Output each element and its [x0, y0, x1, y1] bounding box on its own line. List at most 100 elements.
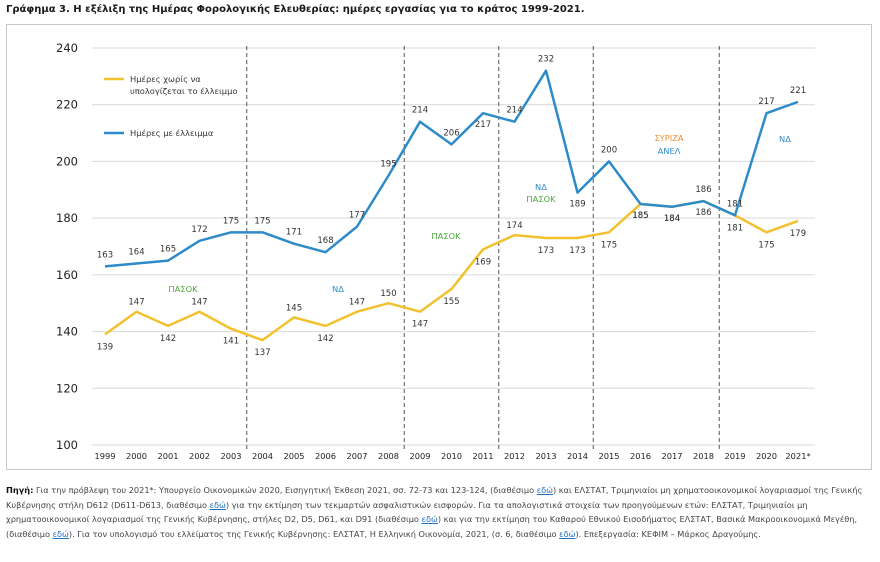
label-no-deficit-2010: 155: [443, 297, 459, 307]
label-no-deficit-2002: 147: [191, 298, 207, 308]
label-deficit-2013: 232: [538, 55, 554, 65]
label-deficit-2016: 185: [632, 211, 648, 221]
x-tick-2012: 2012: [504, 451, 525, 461]
period-label-3: ΝΔ: [535, 182, 547, 192]
label-deficit-2006: 168: [317, 236, 333, 246]
x-tick-2016: 2016: [630, 451, 651, 461]
x-tick-2008: 2008: [378, 451, 399, 461]
line-chart: 100 120 140 160 180 200 220 240 1999 2000 2001 200…: [56, 41, 815, 461]
label-deficit-2002: 172: [191, 225, 207, 235]
source-text-3: ) για την εκτίμηση των τεκμαρτών ασφαλισ…: [6, 499, 808, 525]
label-no-deficit-2012: 174: [506, 221, 522, 231]
period-labels: ΠΑΣΟΚ ΝΔ ΠΑΣΟΚ ΝΔ ΠΑΣΟΚ ΣΥΡΙΖΑ ΑΝΕΛ ΝΔ: [168, 133, 791, 294]
x-tick-2021: 2021*: [785, 451, 810, 461]
label-deficit-2010: 206: [443, 128, 459, 138]
label-no-deficit-2006: 142: [317, 334, 333, 344]
label-deficit-2011: 217: [475, 120, 491, 130]
legend-label-no-deficit-line2: υπολογίζεται το έλλειμμο: [130, 86, 237, 96]
x-tick-2011: 2011: [472, 451, 493, 461]
label-no-deficit-2016: 185: [632, 211, 648, 221]
period-label-2: ΠΑΣΟΚ: [431, 231, 461, 241]
x-tick-2010: 2010: [441, 451, 462, 461]
source-link-5[interactable]: εδώ: [559, 528, 576, 539]
gridlines: [92, 47, 815, 446]
x-tick-2004: 2004: [252, 451, 273, 461]
label-no-deficit-2014: 173: [569, 246, 585, 256]
source-note: Πηγή: Για την πρόβλεψη του 2021*: Υπουργ…: [6, 483, 874, 541]
label-deficit-2008: 195: [380, 160, 396, 170]
label-deficit-2009: 214: [412, 106, 428, 116]
period-label-1: ΝΔ: [332, 284, 344, 294]
period-dividers: [246, 46, 720, 452]
x-tick-2013: 2013: [535, 451, 556, 461]
period-label-7: ΝΔ: [779, 134, 791, 144]
label-deficit-2003: 175: [223, 216, 239, 226]
x-tick-2014: 2014: [567, 451, 588, 461]
x-tick-2005: 2005: [283, 451, 304, 461]
y-tick-200: 200: [56, 154, 78, 168]
label-no-deficit-2017: 184: [664, 214, 680, 224]
y-tick-180: 180: [56, 211, 78, 225]
source-link-2[interactable]: εδώ: [209, 499, 226, 510]
x-tick-1999: 1999: [94, 451, 115, 461]
source-text-6: ). Επεξεργασία: ΚΕΦΙΜ – Μάρκος Δραγούμης…: [575, 528, 761, 539]
source-text-4: ) και για την εκτίμηση του Καθαρού Εθνικ…: [6, 514, 858, 539]
x-tick-2003: 2003: [220, 451, 241, 461]
series-line-no-deficit: [104, 199, 799, 342]
series-lines: [104, 69, 799, 342]
label-deficit-2012: 214: [506, 106, 522, 116]
y-tick-220: 220: [56, 98, 78, 112]
label-no-deficit-2019: 181: [727, 223, 743, 233]
x-axis: 1999 2000 2001 2002 2003 2004 2005 2006 2007 2008…: [94, 451, 810, 461]
period-label-5: ΣΥΡΙΖΑ: [654, 133, 683, 143]
source-text-2: ) και ΕΛΣΤΑΤ, Τριμηνιαίοι μη χρηματοοικο…: [6, 485, 863, 510]
label-deficit-2020: 217: [758, 97, 774, 107]
label-deficit-1999: 163: [97, 250, 113, 260]
label-deficit-2021: 221: [790, 86, 806, 96]
y-tick-160: 160: [56, 268, 78, 282]
label-deficit-2017: 184: [664, 214, 680, 224]
x-tick-2018: 2018: [693, 451, 714, 461]
y-tick-140: 140: [56, 325, 78, 339]
x-tick-2019: 2019: [724, 451, 745, 461]
label-deficit-2007: 177: [349, 211, 365, 221]
x-tick-2020: 2020: [756, 451, 777, 461]
label-deficit-2015: 200: [601, 145, 617, 155]
source-text-1: Για την πρόβλεψη του 2021*: Υπουργείο Οι…: [33, 485, 537, 495]
legend-label-no-deficit-line1: Ημέρες χωρίς να: [130, 74, 201, 84]
label-no-deficit-2000: 147: [128, 298, 144, 308]
label-no-deficit-2021: 179: [790, 229, 806, 239]
source-link-3[interactable]: εδώ: [421, 514, 438, 524]
label-no-deficit-1999: 139: [97, 342, 113, 352]
chart-frame: [6, 24, 872, 470]
label-deficit-2005: 171: [286, 228, 302, 238]
x-tick-2015: 2015: [598, 451, 619, 461]
source-link-4[interactable]: εδώ: [52, 528, 69, 539]
legend: Ημέρες χωρίς να υπολογίζεται το έλλειμμο…: [104, 74, 237, 138]
label-deficit-2019: 181: [727, 199, 743, 209]
x-tick-2017: 2017: [661, 451, 682, 461]
label-deficit-2014: 189: [569, 200, 585, 210]
label-no-deficit-2020: 175: [758, 240, 774, 250]
label-deficit-2001: 165: [160, 245, 176, 255]
data-labels: 163 164 165 172 175 175 171 168 177 195 214 206 217 2…: [97, 55, 806, 358]
y-axis: 100 120 140 160 180 200 220 240: [56, 41, 78, 452]
label-deficit-2000: 164: [128, 248, 144, 258]
period-label-0: ΠΑΣΟΚ: [168, 284, 198, 294]
source-link-1[interactable]: εδώ: [536, 485, 553, 495]
series-line-deficit: [104, 69, 799, 268]
x-tick-2007: 2007: [346, 451, 367, 461]
label-no-deficit-2004: 137: [254, 348, 270, 358]
y-tick-100: 100: [56, 438, 78, 452]
x-tick-2009: 2009: [409, 451, 430, 461]
label-deficit-2004: 175: [254, 216, 270, 226]
label-no-deficit-2008: 150: [380, 289, 396, 299]
label-deficit-2018: 186: [695, 185, 711, 195]
x-tick-2001: 2001: [157, 451, 178, 461]
label-no-deficit-2005: 145: [286, 303, 302, 313]
x-tick-2000: 2000: [126, 451, 147, 461]
label-no-deficit-2018: 186: [695, 208, 711, 218]
label-no-deficit-2003: 141: [223, 337, 239, 347]
y-tick-240: 240: [56, 41, 78, 55]
label-no-deficit-2001: 142: [160, 334, 176, 344]
